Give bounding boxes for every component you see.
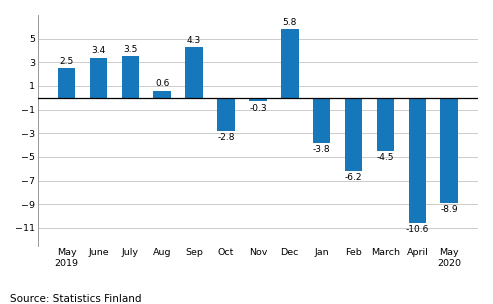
Text: -4.5: -4.5 — [377, 153, 394, 162]
Bar — [345, 98, 362, 171]
Bar — [377, 98, 394, 151]
Bar — [185, 47, 203, 98]
Text: 0.6: 0.6 — [155, 79, 170, 88]
Text: -3.8: -3.8 — [313, 145, 330, 154]
Text: 5.8: 5.8 — [282, 18, 297, 27]
Text: 2.5: 2.5 — [60, 57, 73, 66]
Text: 4.3: 4.3 — [187, 36, 201, 45]
Bar — [122, 56, 139, 98]
Bar — [153, 91, 171, 98]
Text: -8.9: -8.9 — [440, 205, 458, 214]
Bar — [217, 98, 235, 131]
Bar — [409, 98, 426, 223]
Bar — [249, 98, 267, 101]
Bar — [90, 57, 107, 98]
Text: 3.4: 3.4 — [91, 46, 106, 55]
Text: -10.6: -10.6 — [406, 226, 429, 234]
Bar — [313, 98, 330, 143]
Text: 3.5: 3.5 — [123, 45, 138, 54]
Bar — [58, 68, 75, 98]
Text: Source: Statistics Finland: Source: Statistics Finland — [10, 294, 141, 304]
Text: -2.8: -2.8 — [217, 133, 235, 142]
Text: -0.3: -0.3 — [249, 104, 267, 113]
Bar — [440, 98, 458, 203]
Bar — [281, 29, 299, 98]
Text: -6.2: -6.2 — [345, 173, 362, 182]
